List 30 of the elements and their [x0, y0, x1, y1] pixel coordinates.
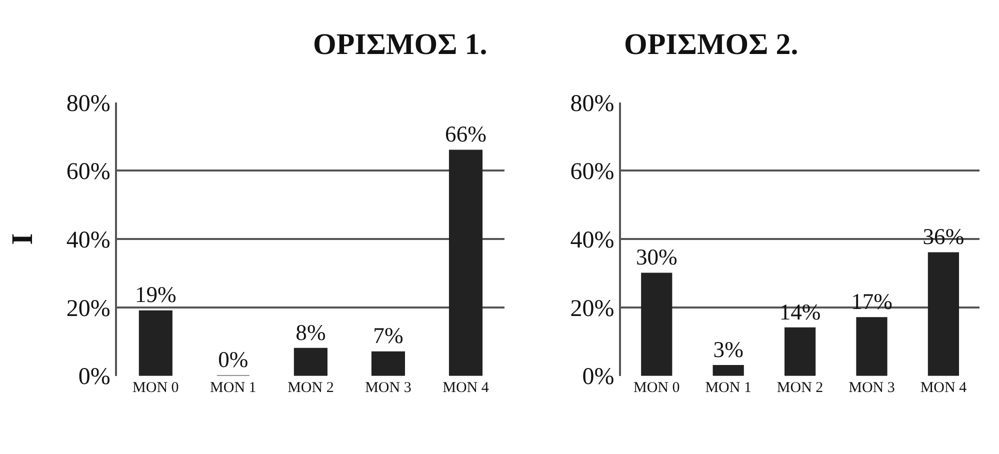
x-tick-label: MON 3 [365, 380, 412, 396]
x-tick-label: MON 1 [705, 380, 752, 396]
y-tick-label: 60% [570, 159, 614, 186]
y-tick-label: 20% [66, 296, 110, 322]
data-label: 8% [296, 320, 326, 345]
data-label: 66% [445, 122, 487, 147]
x-tick-label: MON 1 [210, 380, 256, 396]
x-tick-label: MON 4 [442, 380, 490, 396]
y-tick-label: 80% [570, 90, 614, 117]
data-label: 7% [373, 323, 404, 348]
data-label: 30% [636, 244, 678, 270]
x-tick-label: MON 0 [633, 380, 680, 396]
y-tick-label: 40% [570, 227, 614, 254]
y-tick-label: 20% [570, 296, 614, 322]
y-tick-label: 0% [78, 364, 110, 390]
y-tick-label: 0% [582, 364, 614, 390]
chart-title: ΟΡΙΣΜΟΣ 1. [313, 28, 488, 61]
chart-title: ΟΡΙΣΜΟΣ 2. [624, 28, 798, 61]
x-tick-label: MON 4 [920, 380, 968, 396]
x-tick-label: MON 2 [288, 380, 334, 396]
data-label: 19% [134, 282, 177, 308]
x-tick-label: MON 0 [132, 380, 179, 396]
y-axis-title: I [6, 233, 39, 245]
y-tick-label: 40% [66, 227, 110, 254]
data-label: 3% [713, 336, 744, 362]
x-tick-label: MON 3 [848, 380, 895, 396]
y-tick-label: 80% [66, 90, 110, 117]
x-tick-label: MON 2 [776, 380, 824, 396]
y-tick-label: 60% [66, 159, 110, 186]
data-label: 0% [218, 347, 248, 372]
